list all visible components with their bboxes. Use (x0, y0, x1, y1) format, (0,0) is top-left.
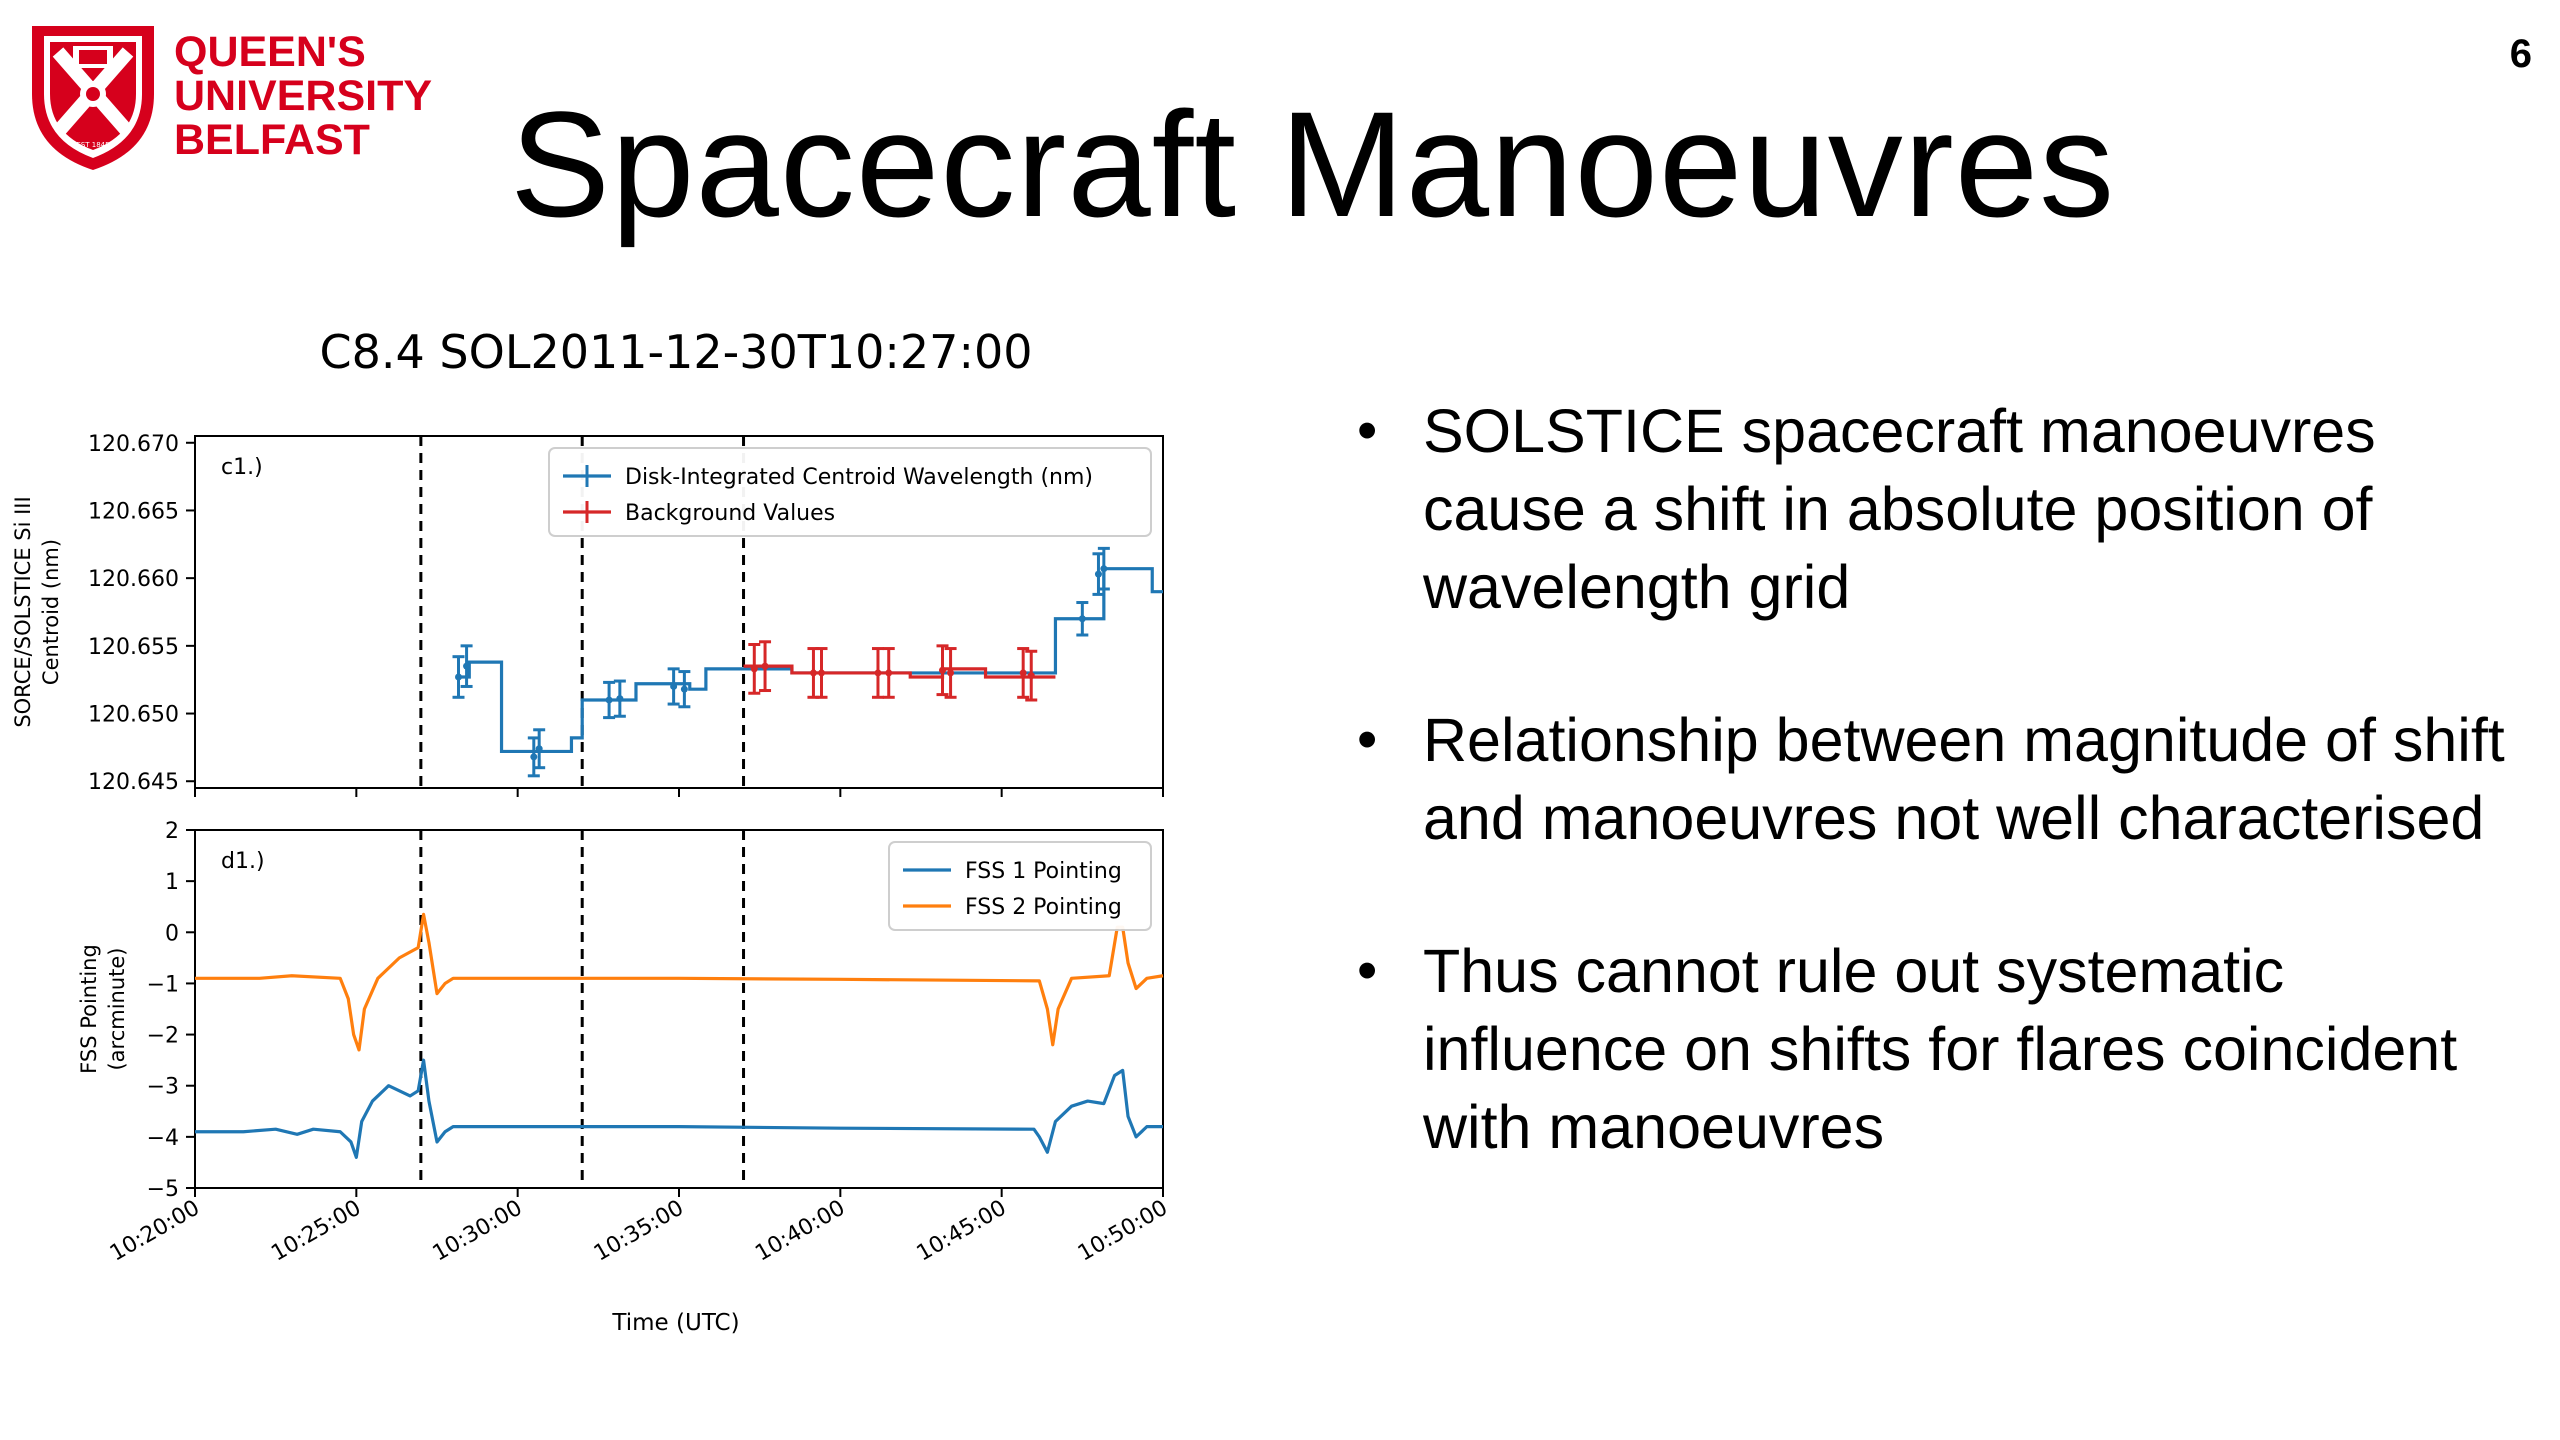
data-point (1027, 672, 1035, 680)
series-line (195, 1058, 1163, 1159)
data-point (1094, 570, 1102, 578)
y-tick-label: 120.645 (88, 770, 179, 795)
bullet-icon: • (1357, 707, 1378, 772)
data-point (605, 696, 613, 704)
data-point (1078, 615, 1086, 623)
data-point (809, 669, 817, 677)
page-number: 6 (2509, 32, 2532, 76)
data-point (680, 685, 688, 693)
bullet-icon: • (1357, 398, 1378, 463)
y-tick-label: −4 (147, 1126, 179, 1151)
y-tick-label: 120.655 (88, 635, 179, 660)
chart-title: C8.4 SOL2011-12-30T10:27:00 (320, 330, 1033, 379)
y-tick-label: −3 (147, 1075, 179, 1100)
series-line (458, 567, 1163, 754)
x-tick-label: 10:35:00 (590, 1196, 688, 1267)
bullet-text: SOLSTICE spacecraft manoeuvres cause a s… (1423, 397, 2376, 621)
data-point (455, 673, 463, 681)
pointing-figure: C8.4 SOL2011-12-30T10:27:00 120.645120.6… (11, 330, 1172, 1336)
bullet-icon: • (1357, 938, 1378, 1003)
y-tick-label: 120.650 (88, 703, 179, 728)
university-logo: EST 1845 QUEEN'S UNIVERSITY BELFAST (32, 26, 432, 170)
x-tick-label: 10:45:00 (913, 1196, 1011, 1267)
legend-label: FSS 1 Pointing (965, 859, 1122, 884)
x-tick-label: 10:25:00 (267, 1196, 365, 1267)
bullet-text: Thus cannot rule out systematic influenc… (1423, 937, 2458, 1161)
series-line (195, 912, 1164, 1052)
y-axis-label: (arcminute) (105, 947, 129, 1070)
data-point (670, 682, 678, 690)
y-tick-label: 120.660 (88, 567, 179, 592)
data-point (874, 669, 882, 677)
data-point (947, 669, 955, 677)
bullet-text: Relationship between magnitude of shift … (1423, 706, 2505, 852)
y-tick-label: 120.665 (88, 499, 179, 524)
crest-text: EST 1845 (76, 141, 109, 149)
y-tick-label: 1 (165, 870, 179, 895)
centroid-panel: 120.645 120.650 120.655 120.660 120.665 120.6… (11, 432, 1164, 797)
data-point (885, 669, 893, 677)
data-point (1019, 669, 1027, 677)
data-point (818, 669, 826, 677)
data-point (463, 662, 471, 670)
data-point (750, 665, 758, 673)
panel-label: d1.) (221, 849, 265, 874)
y-tick-label: 0 (165, 921, 179, 946)
legend-label: Disk-Integrated Centroid Wavelength (nm) (625, 465, 1093, 490)
logo-line-1: QUEEN'S (174, 28, 366, 76)
data-point (530, 753, 538, 761)
x-tick-label: 10:30:00 (429, 1196, 527, 1267)
bullet-item: • Thus cannot rule out systematic influen… (1345, 932, 2525, 1166)
y-axis-label: FSS Pointing (77, 944, 101, 1074)
x-axis-label: Time (UTC) (611, 1310, 739, 1336)
pointing-panel: −5 −4 −3 −2 −1 0 1 2 10:20:00 10:25:00 10:30:00 10:… (77, 819, 1172, 1267)
y-axis-label: SORCE/SOLSTICE Si III (11, 496, 35, 727)
y-tick-label: −2 (147, 1024, 179, 1049)
slide-title: Spacecraft Manoeuvres (510, 80, 2116, 248)
bullet-list: • SOLSTICE spacecraft manoeuvres cause a … (1345, 392, 2525, 1241)
y-tick-label: 120.670 (88, 432, 179, 457)
legend-box (548, 447, 1152, 537)
y-axis-label: Centroid (nm) (39, 539, 63, 685)
bullet-item: • SOLSTICE spacecraft manoeuvres cause a … (1345, 392, 2525, 626)
x-tick-label: 10:50:00 (1074, 1196, 1172, 1267)
data-point (939, 666, 947, 674)
logo-line-3: BELFAST (174, 116, 370, 164)
crest-icon (32, 26, 154, 170)
data-point (761, 662, 769, 670)
legend-label: Background Values (625, 501, 835, 526)
logo-line-2: UNIVERSITY (174, 72, 432, 120)
legend-label: FSS 2 Pointing (965, 895, 1122, 920)
series-line (743, 664, 1056, 679)
data-point (1100, 565, 1108, 573)
x-tick-label: 10:20:00 (106, 1196, 204, 1267)
legend-box (888, 841, 1152, 931)
data-point (616, 695, 624, 703)
y-tick-label: 2 (165, 819, 179, 844)
panel-label: c1.) (221, 455, 263, 480)
y-tick-label: −5 (147, 1177, 179, 1202)
x-tick-label: 10:40:00 (751, 1196, 849, 1267)
data-point (535, 745, 543, 753)
bullet-item: • Relationship between magnitude of shift… (1345, 701, 2525, 857)
y-tick-label: −1 (147, 972, 179, 997)
